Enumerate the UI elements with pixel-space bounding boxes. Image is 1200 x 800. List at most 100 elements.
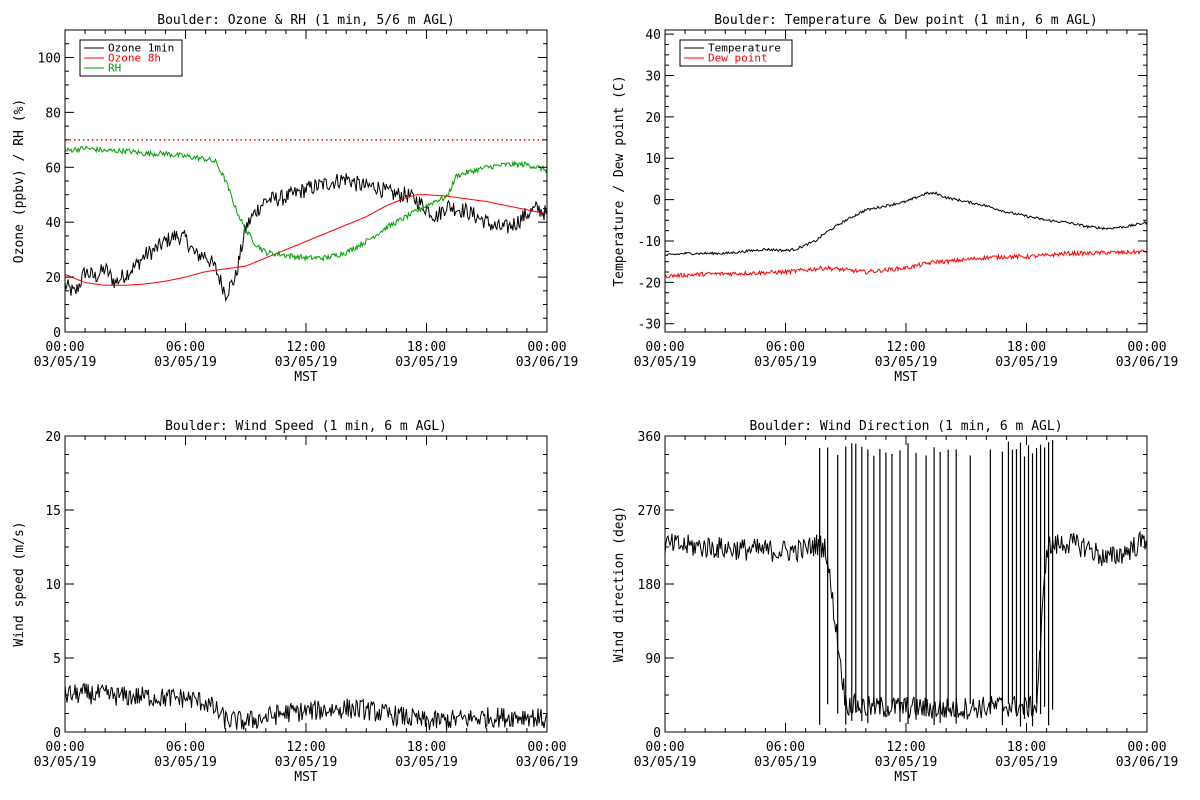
y-tick-label: 40 bbox=[645, 28, 661, 43]
x-tick-time: 00:00 bbox=[45, 740, 84, 755]
y-tick-label: 0 bbox=[653, 726, 661, 741]
x-tick-date: 03/05/19 bbox=[395, 755, 458, 770]
x-tick-date: 03/05/19 bbox=[995, 755, 1058, 770]
y-tick-label: 360 bbox=[638, 430, 661, 445]
y-tick-label: 30 bbox=[645, 70, 661, 85]
y-tick-label: -30 bbox=[638, 318, 661, 333]
chart-panel-1: Boulder: Ozone & RH (1 min, 5/6 m AGL) 0 2… bbox=[12, 13, 578, 385]
x-tick-date: 03/06/19 bbox=[516, 755, 579, 770]
y-tick-label: 10 bbox=[45, 578, 61, 593]
legend-entry: Ozone 1min bbox=[108, 42, 174, 55]
x-tick-time: 06:00 bbox=[766, 340, 805, 355]
x-tick-date: 03/05/19 bbox=[634, 755, 697, 770]
plot-frame bbox=[64, 435, 548, 733]
x-tick-time: 00:00 bbox=[1127, 340, 1166, 355]
x-tick-time: 00:00 bbox=[645, 740, 684, 755]
y-tick-label: 20 bbox=[45, 271, 61, 286]
x-tick-date: 03/05/19 bbox=[275, 755, 338, 770]
x-tick-time: 12:00 bbox=[886, 340, 925, 355]
x-tick-time: 06:00 bbox=[166, 740, 205, 755]
legend-entry: Dew point bbox=[708, 52, 768, 65]
y-axis-label: Wind direction (deg) bbox=[612, 506, 627, 663]
x-tick-time: 00:00 bbox=[45, 340, 84, 355]
x-tick-date: 03/05/19 bbox=[154, 755, 217, 770]
y-tick-label: -10 bbox=[638, 235, 661, 250]
plot-area bbox=[65, 682, 547, 731]
x-tick-time: 00:00 bbox=[645, 340, 684, 355]
plot-area bbox=[665, 191, 1147, 279]
y-tick-label: 5 bbox=[53, 652, 61, 667]
y-tick-label: 180 bbox=[638, 578, 661, 593]
x-tick-time: 18:00 bbox=[407, 340, 446, 355]
series-line-1 bbox=[65, 682, 547, 731]
x-tick-date: 03/06/19 bbox=[516, 355, 579, 370]
chart-title: Boulder: Temperature & Dew point (1 min,… bbox=[714, 13, 1098, 28]
x-tick-time: 18:00 bbox=[1007, 340, 1046, 355]
x-tick-time: 12:00 bbox=[886, 740, 925, 755]
chart-title: Boulder: Ozone & RH (1 min, 5/6 m AGL) bbox=[157, 13, 454, 28]
x-tick-date: 03/05/19 bbox=[754, 755, 817, 770]
y-axis-label: Temperature / Dew point (C) bbox=[612, 75, 627, 286]
plot-frame bbox=[664, 435, 1148, 733]
y-tick-label: 10 bbox=[645, 152, 661, 167]
x-tick-time: 00:00 bbox=[527, 740, 566, 755]
series-line-2 bbox=[665, 248, 1147, 279]
y-tick-label: 40 bbox=[45, 216, 61, 231]
series-line-1 bbox=[665, 530, 1147, 720]
x-tick-date: 03/05/19 bbox=[154, 355, 217, 370]
legend-entry: Temperature bbox=[708, 42, 781, 55]
x-tick-date: 03/05/19 bbox=[34, 755, 97, 770]
x-tick-date: 03/05/19 bbox=[34, 355, 97, 370]
y-axis-label: Wind speed (m/s) bbox=[12, 521, 27, 646]
x-axis-label: MST bbox=[294, 370, 318, 385]
x-axis-label: MST bbox=[294, 770, 318, 785]
y-tick-label: -20 bbox=[638, 276, 661, 291]
x-tick-date: 03/06/19 bbox=[1116, 755, 1179, 770]
series-line-1 bbox=[665, 191, 1147, 257]
y-axis-label: Ozone (ppbv) / RH (%) bbox=[12, 99, 27, 263]
chart-panel-2: Boulder: Temperature & Dew point (1 min,… bbox=[612, 13, 1178, 385]
legend-box bbox=[679, 39, 793, 67]
x-tick-date: 03/05/19 bbox=[875, 355, 938, 370]
plot-area bbox=[65, 145, 547, 302]
x-tick-time: 06:00 bbox=[766, 740, 805, 755]
y-tick-label: 0 bbox=[53, 326, 61, 341]
x-tick-date: 03/05/19 bbox=[634, 355, 697, 370]
x-tick-time: 12:00 bbox=[286, 340, 325, 355]
series-line-2 bbox=[65, 194, 547, 286]
x-tick-time: 00:00 bbox=[1127, 740, 1166, 755]
chart-title: Boulder: Wind Speed (1 min, 6 m AGL) bbox=[165, 419, 447, 434]
chart-title: Boulder: Wind Direction (1 min, 6 m AGL) bbox=[749, 419, 1062, 434]
y-tick-label: 0 bbox=[653, 194, 661, 209]
x-tick-time: 12:00 bbox=[286, 740, 325, 755]
y-tick-label: 20 bbox=[45, 430, 61, 445]
legend-entry: RH bbox=[108, 62, 121, 75]
chart-panel-4: Boulder: Wind Direction (1 min, 6 m AGL)… bbox=[612, 419, 1178, 785]
y-tick-label: 100 bbox=[38, 51, 61, 66]
x-tick-date: 03/05/19 bbox=[275, 355, 338, 370]
x-tick-time: 00:00 bbox=[527, 340, 566, 355]
x-tick-time: 18:00 bbox=[1007, 740, 1046, 755]
y-tick-label: 15 bbox=[45, 504, 61, 519]
legend-entry: Ozone 8h bbox=[108, 52, 161, 65]
series-line-3 bbox=[65, 145, 547, 263]
y-tick-label: 60 bbox=[45, 161, 61, 176]
plot-area bbox=[665, 440, 1147, 727]
series-line-1 bbox=[65, 173, 547, 302]
x-axis-label: MST bbox=[894, 370, 918, 385]
x-tick-date: 03/06/19 bbox=[1116, 355, 1179, 370]
x-tick-time: 06:00 bbox=[166, 340, 205, 355]
x-axis-label: MST bbox=[894, 770, 918, 785]
x-tick-date: 03/05/19 bbox=[395, 355, 458, 370]
x-tick-date: 03/05/19 bbox=[995, 355, 1058, 370]
chart-panel-3: Boulder: Wind Speed (1 min, 6 m AGL) 0 5 10… bbox=[12, 419, 578, 785]
y-tick-label: 270 bbox=[638, 504, 661, 519]
y-tick-label: 90 bbox=[645, 652, 661, 667]
y-tick-label: 20 bbox=[645, 111, 661, 126]
y-tick-label: 80 bbox=[45, 106, 61, 121]
x-tick-date: 03/05/19 bbox=[754, 355, 817, 370]
x-tick-time: 18:00 bbox=[407, 740, 446, 755]
plot-frame bbox=[664, 29, 1148, 333]
y-tick-label: 0 bbox=[53, 726, 61, 741]
